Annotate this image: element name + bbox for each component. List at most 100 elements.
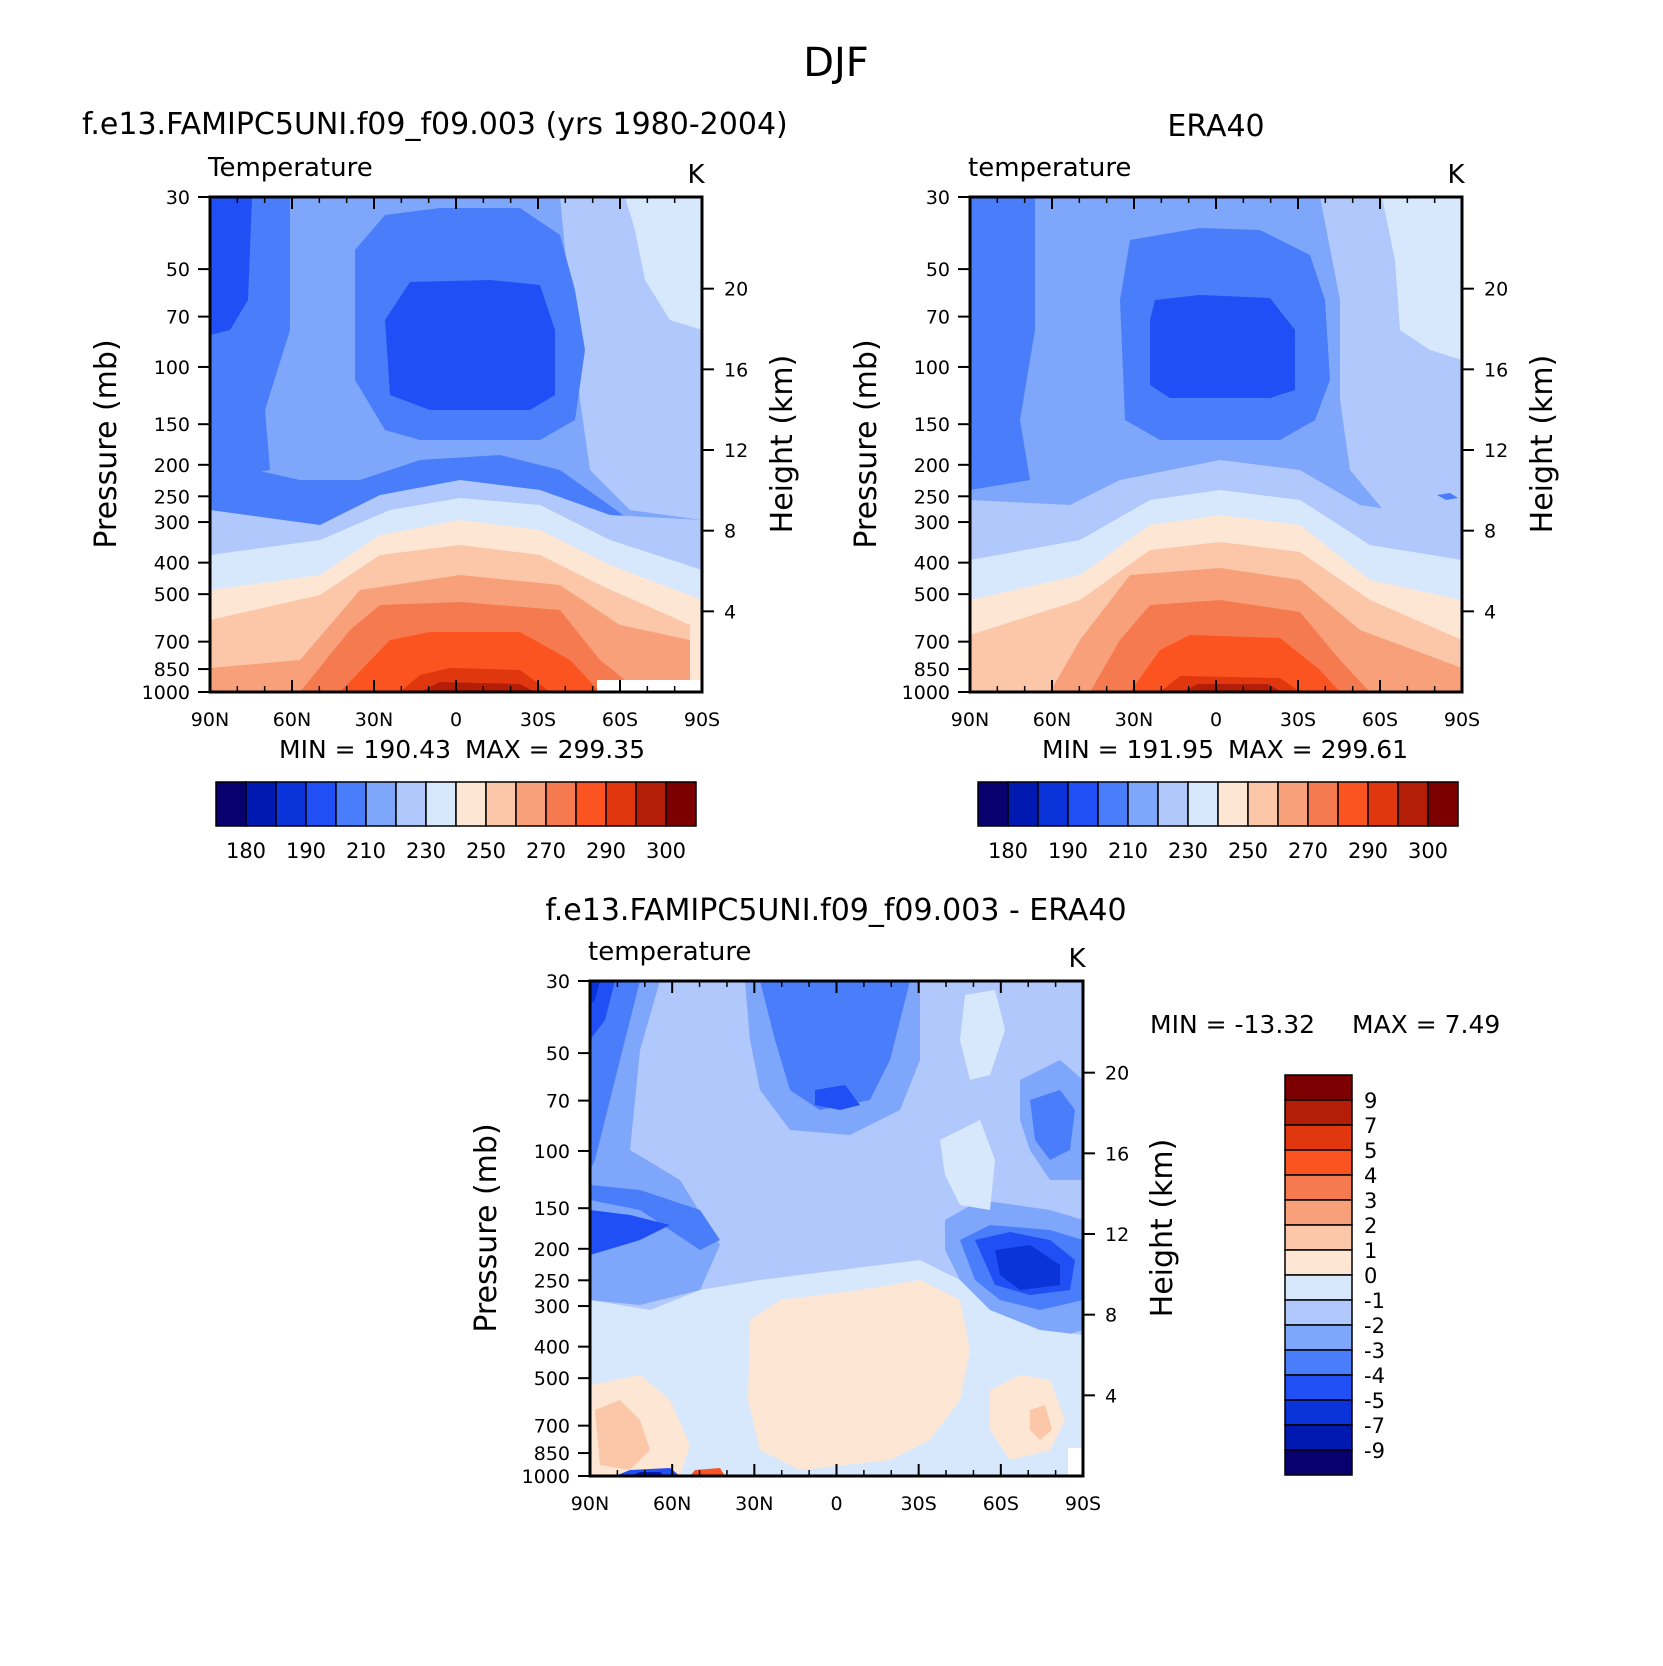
diff-band-20	[748, 1280, 970, 1470]
colorbar-label: 290	[586, 839, 626, 863]
colorbar-swatch	[1284, 1099, 1353, 1126]
colorbar-swatch	[365, 781, 397, 827]
colorbar-swatch	[1187, 781, 1219, 827]
diff-units-label: K	[1068, 944, 1086, 974]
y2-tick-label: 16	[724, 359, 748, 381]
colorbar-swatch	[1284, 1074, 1353, 1101]
colorbar-swatch	[335, 781, 367, 827]
y-tick-label: 1000	[522, 1466, 570, 1488]
obs-left-label: temperature	[968, 153, 1131, 183]
colorbar-label: -4	[1364, 1364, 1385, 1388]
colorbar-label: -5	[1364, 1389, 1385, 1413]
colorbar-swatch	[605, 781, 637, 827]
obs-band-17	[1437, 493, 1458, 500]
y-tick-label: 70	[926, 307, 950, 329]
diff-band-4	[590, 981, 615, 1040]
model-title: f.e13.FAMIPC5UNI.f09_f09.003 (yrs 1980-2…	[82, 107, 788, 142]
colorbar-swatch	[1284, 1274, 1353, 1301]
colorbar-swatch	[1284, 1449, 1353, 1476]
colorbar-swatch	[545, 781, 577, 827]
diff-left-label: temperature	[588, 937, 751, 967]
colorbar-label: -2	[1364, 1314, 1385, 1338]
obs-y2label: Height (km)	[1525, 355, 1560, 534]
y-tick-label: 250	[914, 486, 950, 508]
colorbar-label: 190	[1048, 839, 1088, 863]
model-missing-area	[597, 680, 702, 692]
model-band-3	[625, 197, 702, 330]
diff-band-16	[995, 1245, 1060, 1290]
y-tick-label: 200	[154, 455, 190, 477]
colorbar-swatch	[275, 781, 307, 827]
colorbar-label: 210	[1108, 839, 1148, 863]
colorbar-label: -9	[1364, 1439, 1385, 1463]
colorbar-label: 250	[1228, 839, 1268, 863]
colorbar-swatch	[1284, 1424, 1353, 1451]
y-tick-label: 500	[914, 584, 950, 606]
y-tick-label: 30	[546, 971, 570, 993]
diff-band-23	[595, 1400, 650, 1470]
colorbar-swatch	[1247, 781, 1279, 827]
diff-band-5	[590, 981, 600, 1005]
model-band-5	[210, 197, 252, 335]
y-tick-label: 850	[154, 659, 190, 681]
colorbar-swatch	[1007, 781, 1039, 827]
x-tick-label: 60S	[1362, 709, 1398, 731]
y-tick-label: 500	[534, 1368, 570, 1390]
colorbar-label: 9	[1364, 1089, 1377, 1113]
colorbar-swatch	[1127, 781, 1159, 827]
colorbar-swatch	[1284, 1199, 1353, 1226]
colorbar-label: 300	[646, 839, 686, 863]
y2-tick-label: 12	[724, 440, 748, 462]
y2-tick-label: 8	[1105, 1305, 1117, 1327]
y2-tick-label: 12	[1484, 440, 1508, 462]
colorbar-label: 1	[1364, 1239, 1377, 1263]
diff-title: f.e13.FAMIPC5UNI.f09_f09.003 - ERA40	[545, 893, 1126, 928]
colorbar-swatch	[635, 781, 667, 827]
obs-contour-field	[970, 197, 1462, 692]
colorbar-swatch	[455, 781, 487, 827]
y-tick-label: 150	[154, 414, 190, 436]
colorbar-swatch	[1284, 1224, 1353, 1251]
colorbar-swatch	[395, 781, 427, 827]
colorbar-swatch	[1037, 781, 1069, 827]
obs-band-14	[1182, 684, 1282, 692]
colorbar-swatch	[1337, 781, 1369, 827]
model-contour-field	[210, 197, 702, 692]
y-tick-label: 1000	[902, 682, 950, 704]
y-tick-label: 500	[154, 584, 190, 606]
model-band-13	[340, 632, 600, 692]
colorbar-label: 190	[286, 839, 326, 863]
model-left-label: Temperature	[207, 153, 373, 183]
y-tick-label: 1000	[142, 682, 190, 704]
obs-ylabel: Pressure (mb)	[849, 339, 884, 548]
y2-tick-label: 16	[1484, 359, 1508, 381]
y-tick-label: 850	[534, 1443, 570, 1465]
colorbar-swatch	[1157, 781, 1189, 827]
colorbar-swatch	[1097, 781, 1129, 827]
y-tick-label: 150	[534, 1198, 570, 1220]
x-tick-label: 30N	[355, 709, 393, 731]
obs-panel: ERA40 temperature K 90N 60N 30N 0 30S 60S 90S 3…	[849, 109, 1560, 863]
obs-min-label: MIN = 191.95	[1042, 735, 1214, 764]
diff-contour-field	[590, 981, 1083, 1476]
diff-band-6	[590, 1185, 720, 1250]
y-tick-label: 200	[534, 1239, 570, 1261]
y-tick-label: 200	[914, 455, 950, 477]
colorbar-label: 4	[1364, 1164, 1377, 1188]
y2-tick-label: 20	[1484, 279, 1508, 301]
diff-y2label: Height (km)	[1145, 1139, 1180, 1318]
y-tick-label: 70	[166, 307, 190, 329]
colorbar-swatch	[485, 781, 517, 827]
model-band-15	[420, 682, 535, 692]
x-tick-label: 90S	[1444, 709, 1480, 731]
colorbar-label: 210	[346, 839, 386, 863]
colorbar-label: 300	[1408, 839, 1448, 863]
y-tick-label: 50	[546, 1043, 570, 1065]
x-tick-label: 90S	[1065, 1493, 1101, 1515]
colorbar-swatch	[1284, 1249, 1353, 1276]
colorbar-swatch	[1367, 781, 1399, 827]
diff-band-10	[815, 1085, 860, 1110]
model-units-label: K	[687, 160, 705, 190]
model-ylabel: Pressure (mb)	[89, 339, 124, 548]
y-tick-label: 30	[926, 187, 950, 209]
